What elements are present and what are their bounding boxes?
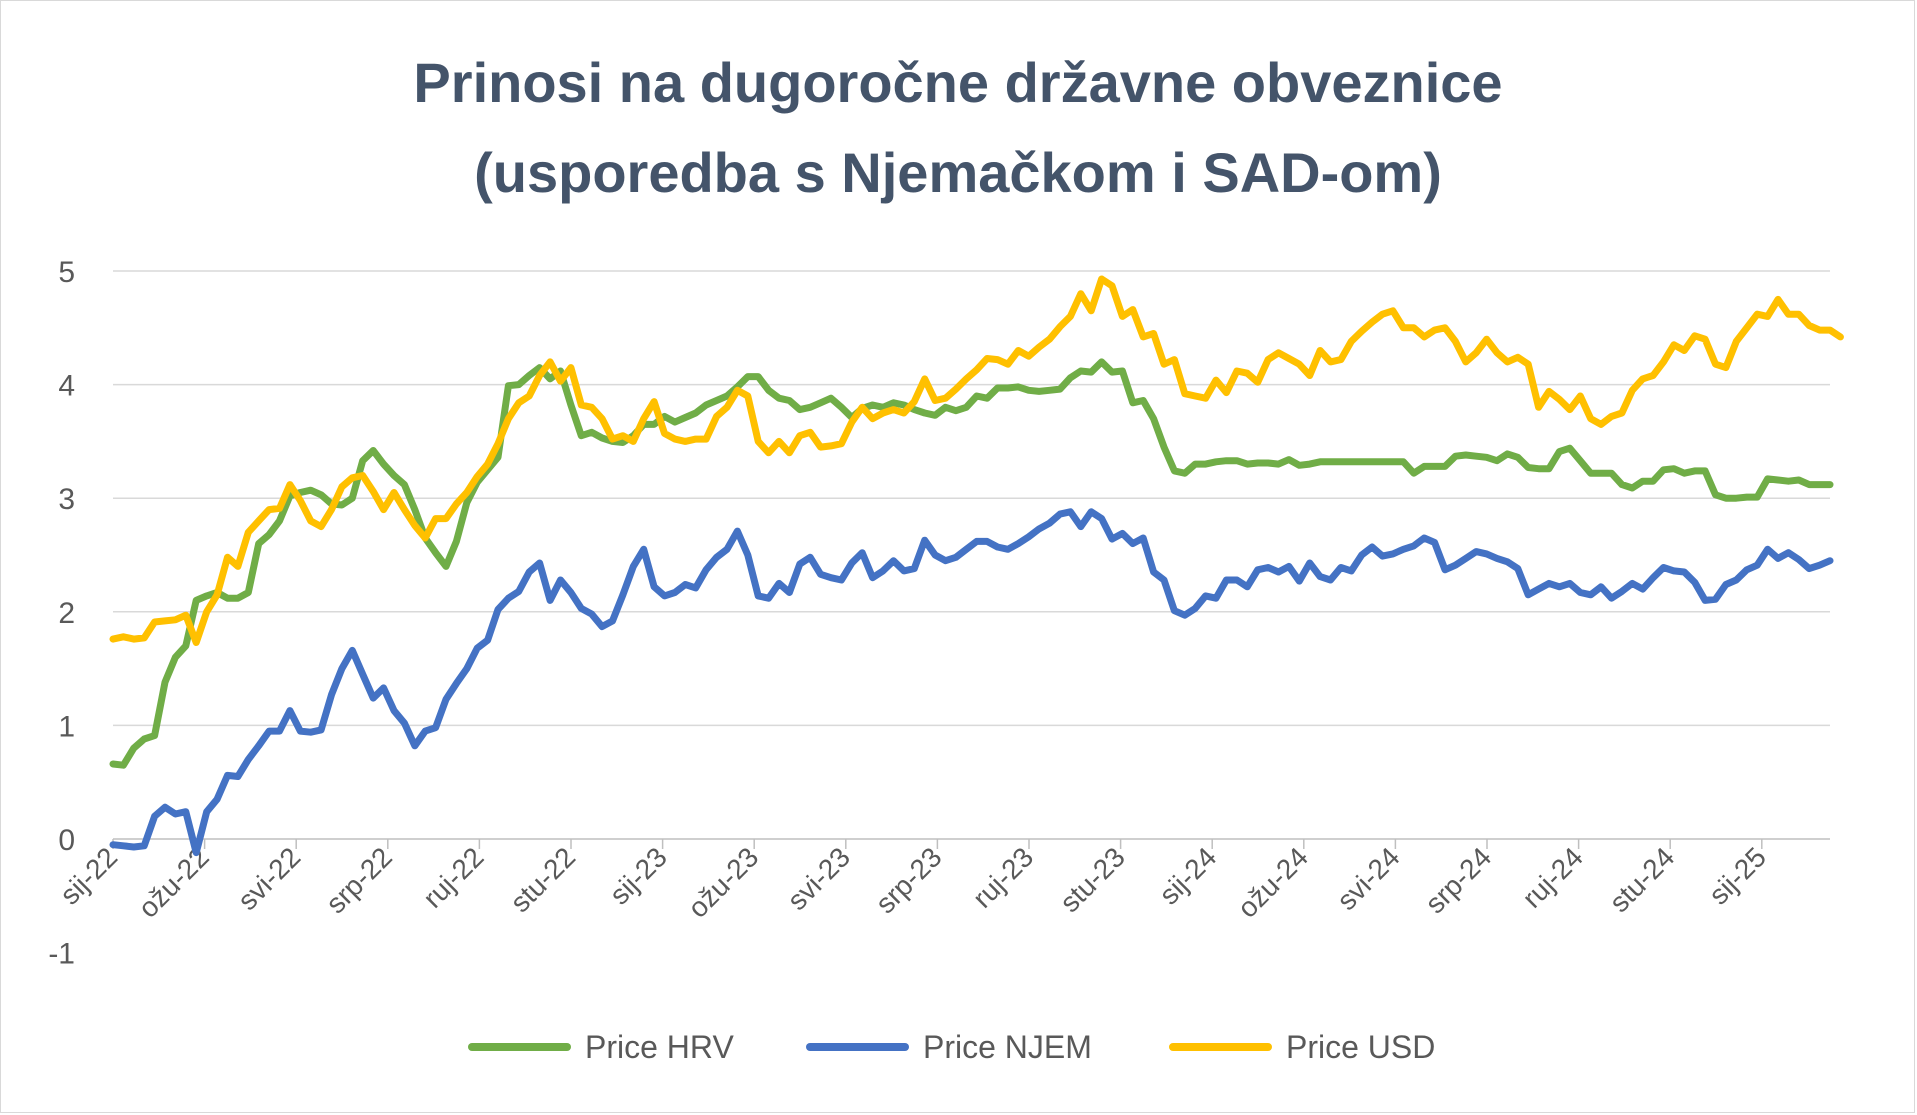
y-tick-label: 4 bbox=[58, 370, 75, 403]
x-axis: sij-22 ožu-22 svi-22 srp-22 ruj-22 stu-22 sij-… bbox=[54, 839, 1772, 924]
series-lines bbox=[109, 275, 1844, 857]
series-line-price-njem bbox=[109, 508, 1834, 857]
x-tick-label: ožu-24 bbox=[1232, 841, 1314, 923]
chart-title-line-2: (usporedba s Njemačkom i SAD-om) bbox=[474, 141, 1442, 204]
x-tick-label: stu-24 bbox=[1603, 841, 1680, 918]
x-tick-label: ruj-24 bbox=[1516, 841, 1589, 914]
legend: Price HRV Price NJEM Price USD bbox=[468, 1029, 1435, 1065]
x-tick-label: sij-24 bbox=[1153, 841, 1222, 910]
y-tick-label: 3 bbox=[58, 483, 75, 516]
y-tick-label: 0 bbox=[58, 824, 75, 857]
x-tick-label: stu-23 bbox=[1054, 841, 1131, 918]
y-tick-label: 5 bbox=[58, 256, 75, 289]
legend-item: Price USD bbox=[1169, 1029, 1435, 1065]
legend-label: Price USD bbox=[1286, 1029, 1435, 1065]
series-line-price-usd bbox=[109, 275, 1844, 646]
x-tick-label: ruj-23 bbox=[967, 841, 1040, 914]
x-tick-label: srp-22 bbox=[320, 841, 398, 919]
x-tick-label: ožu-23 bbox=[682, 841, 764, 923]
gridlines bbox=[113, 270, 1830, 840]
x-tick-label: svi-23 bbox=[781, 841, 856, 916]
y-tick-label: 1 bbox=[58, 710, 75, 743]
series-line-price-hrv bbox=[109, 358, 1834, 769]
y-tick-label: 2 bbox=[58, 597, 75, 630]
legend-item: Price HRV bbox=[468, 1029, 734, 1065]
y-tick-label: -1 bbox=[48, 938, 75, 971]
legend-item: Price NJEM bbox=[806, 1029, 1092, 1065]
y-axis: 5 4 3 2 1 0 -1 bbox=[48, 256, 75, 971]
x-tick-label: sij-25 bbox=[1703, 841, 1772, 910]
legend-label: Price NJEM bbox=[923, 1029, 1092, 1065]
x-tick-label: sij-23 bbox=[604, 841, 673, 910]
legend-label: Price HRV bbox=[585, 1029, 734, 1065]
x-tick-label: svi-24 bbox=[1331, 841, 1406, 916]
x-tick-label: svi-22 bbox=[232, 841, 307, 916]
x-tick-label: srp-24 bbox=[1419, 841, 1497, 919]
x-tick-label: ožu-22 bbox=[132, 841, 214, 923]
chart-title: Prinosi na dugoročne državne obveznice (… bbox=[413, 51, 1502, 204]
x-tick-label: stu-22 bbox=[504, 841, 581, 918]
chart-title-line-1: Prinosi na dugoročne državne obveznice bbox=[413, 51, 1502, 114]
x-tick-label: srp-23 bbox=[870, 841, 948, 919]
x-tick-label: ruj-22 bbox=[417, 841, 490, 914]
